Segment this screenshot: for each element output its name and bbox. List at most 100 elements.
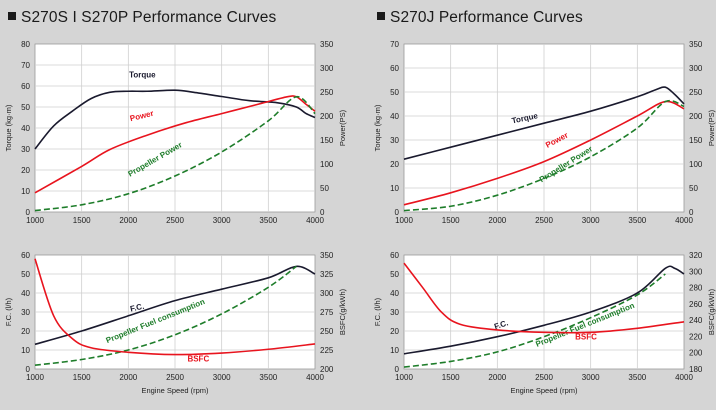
y-axis-label: Torque (kg·m)	[4, 104, 13, 151]
x-tick-label: 1000	[395, 373, 413, 382]
x-tick-label: 2000	[488, 216, 506, 225]
y-tick-label: 80	[21, 40, 30, 49]
x-tick-label: 3500	[628, 373, 646, 382]
x-tick-label: 4000	[306, 216, 324, 225]
series-line-torque	[34, 89, 316, 150]
y2-tick-label: 280	[689, 284, 703, 293]
y2-tick-label: 240	[689, 316, 703, 325]
y2-tick-label: 50	[320, 184, 329, 193]
y-tick-label: 0	[26, 208, 31, 217]
y2-tick-label: 320	[689, 251, 703, 260]
y-tick-label: 30	[21, 145, 30, 154]
x-tick-label: 1500	[442, 373, 460, 382]
panel-title-left: S270S I S270P Performance Curves	[8, 9, 276, 27]
y2-tick-label: 350	[320, 40, 334, 49]
x-tick-label: 2000	[488, 373, 506, 382]
x-tick-label: 1500	[73, 373, 91, 382]
y2-tick-label: 100	[320, 160, 334, 169]
series-line-power	[403, 100, 685, 206]
x-tick-label: 2500	[166, 216, 184, 225]
series-label: F.C.	[129, 302, 145, 314]
y-tick-label: 40	[390, 112, 399, 121]
y2-tick-label: 180	[689, 365, 703, 374]
x-tick-label: 3000	[213, 373, 231, 382]
y-tick-label: 70	[390, 40, 399, 49]
y-tick-label: 70	[21, 61, 30, 70]
y2-tick-label: 150	[320, 136, 334, 145]
x-tick-label: 3500	[259, 216, 277, 225]
y2-tick-label: 220	[689, 332, 703, 341]
x-tick-label: 4000	[306, 373, 324, 382]
y-axis-label: F.C. (l/h)	[373, 297, 382, 326]
y-tick-label: 10	[21, 187, 30, 196]
y-tick-label: 20	[390, 160, 399, 169]
x-tick-label: 4000	[675, 216, 693, 225]
x-tick-label: 2000	[119, 216, 137, 225]
y2-tick-label: 325	[320, 270, 334, 279]
y2-tick-label: 275	[320, 308, 334, 317]
y-tick-label: 20	[21, 327, 30, 336]
x-tick-label: 2500	[535, 373, 553, 382]
panel-title-right: S270J Performance Curves	[377, 9, 583, 27]
y-tick-label: 60	[390, 251, 399, 260]
y2-tick-label: 100	[689, 160, 703, 169]
y-tick-label: 30	[21, 308, 30, 317]
y2-tick-label: 300	[689, 267, 703, 276]
series-line-propeller-power	[34, 95, 316, 212]
y2-tick-label: 250	[320, 88, 334, 97]
series-line-propeller-fuel-consumption	[34, 265, 297, 366]
y-axis-label: F.C. (l/h)	[4, 297, 13, 326]
y-tick-label: 50	[21, 103, 30, 112]
y2-tick-label: 300	[320, 289, 334, 298]
y2-tick-label: 300	[689, 64, 703, 73]
x-axis-label: Engine Speed (rpm)	[510, 386, 578, 395]
y-tick-label: 10	[390, 184, 399, 193]
y2-tick-label: 50	[689, 184, 698, 193]
series-line-f-c-	[34, 265, 316, 346]
y-tick-label: 20	[390, 327, 399, 336]
y2-tick-label: 0	[689, 208, 694, 217]
y2-axis-label: BSFC(g/kWh)	[707, 288, 716, 335]
series-label: BSFC	[187, 354, 209, 363]
x-tick-label: 2000	[119, 373, 137, 382]
bullet-square-icon	[377, 12, 385, 20]
x-tick-label: 1000	[26, 216, 44, 225]
y2-axis-label: Power(PS)	[707, 109, 716, 146]
x-tick-label: 3500	[259, 373, 277, 382]
series-line-f-c-	[403, 265, 685, 355]
y2-tick-label: 200	[320, 365, 334, 374]
chart-3: 1000 1500 2000 2500 3000 3500 4000 0 10 20 30 40 50 6…	[4, 251, 347, 395]
y-tick-label: 20	[21, 166, 30, 175]
series-line-bsfc	[34, 258, 316, 356]
series-line-torque	[403, 86, 685, 160]
series-line-power	[34, 95, 316, 194]
bullet-square-icon	[8, 12, 16, 20]
chart-4: 1000 1500 2000 2500 3000 3500 4000 0 10 20 30 40 50 6…	[373, 251, 716, 395]
x-tick-label: 3500	[628, 216, 646, 225]
x-tick-label: 2500	[166, 373, 184, 382]
y-tick-label: 50	[21, 270, 30, 279]
y-tick-label: 40	[21, 289, 30, 298]
chart-1: 1000 1500 2000 2500 3000 3500 4000010203040506…	[4, 40, 347, 225]
y-tick-label: 60	[21, 82, 30, 91]
y2-tick-label: 250	[689, 88, 703, 97]
y2-tick-label: 200	[689, 349, 703, 358]
y-tick-label: 10	[390, 346, 399, 355]
y-tick-label: 10	[21, 346, 30, 355]
x-tick-label: 1000	[26, 373, 44, 382]
y2-tick-label: 250	[320, 327, 334, 336]
y-tick-label: 30	[390, 308, 399, 317]
y-tick-label: 0	[395, 365, 400, 374]
y-tick-label: 40	[390, 289, 399, 298]
y-tick-label: 40	[21, 124, 30, 133]
series-label: Torque	[129, 71, 156, 80]
y-tick-label: 30	[390, 136, 399, 145]
x-tick-label: 2500	[535, 216, 553, 225]
chart-2: 1000 1500 2000 2500 3000 3500 4000010203040506…	[373, 40, 716, 225]
y2-tick-label: 260	[689, 300, 703, 309]
y2-tick-label: 350	[320, 251, 334, 260]
series-label: BSFC	[575, 333, 597, 342]
y2-tick-label: 0	[320, 208, 325, 217]
x-tick-label: 1500	[73, 216, 91, 225]
